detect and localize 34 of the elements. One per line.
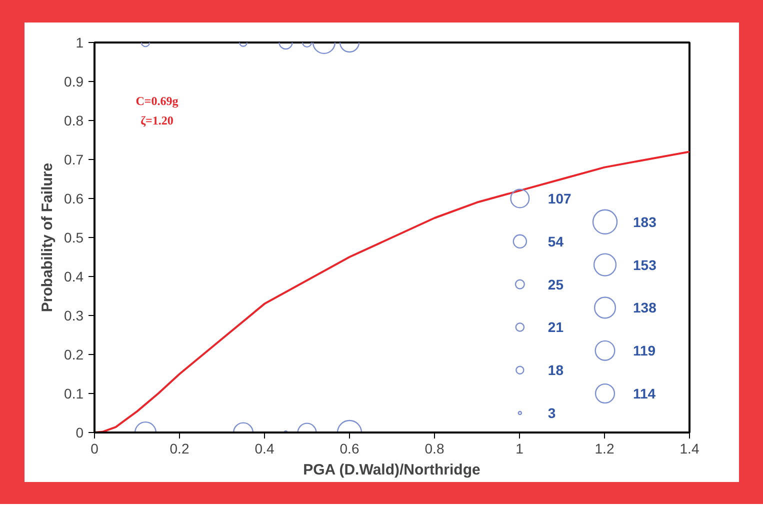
y-tick-label: 1 xyxy=(76,34,84,50)
y-tick-label: 0.3 xyxy=(64,308,84,324)
legend-label: 107 xyxy=(548,190,572,206)
legend-label: 18 xyxy=(548,362,564,378)
annotation: C=0.69g xyxy=(136,94,178,108)
y-tick-label: 0 xyxy=(76,424,84,440)
x-tick-label: 1.2 xyxy=(594,440,614,456)
y-axis-title: Probability of Failure xyxy=(39,162,56,312)
y-tick-label: 0.6 xyxy=(64,190,84,206)
legend-label: 21 xyxy=(548,319,564,336)
x-tick-label: 1.4 xyxy=(680,440,700,456)
legend-label: 114 xyxy=(633,386,656,402)
legend-label: 3 xyxy=(548,405,556,421)
y-tick-label: 0.2 xyxy=(64,346,84,362)
y-tick-label: 0.1 xyxy=(64,386,84,402)
x-tick-label: 1 xyxy=(516,440,524,456)
legend-label: 119 xyxy=(633,342,656,359)
x-tick-label: 0.4 xyxy=(254,440,274,456)
x-axis-title: PGA (D.Wald)/Northridge xyxy=(303,462,480,478)
legend-label: 153 xyxy=(633,256,657,273)
y-tick-label: 0.7 xyxy=(64,152,84,168)
legend-label: 183 xyxy=(633,214,657,230)
x-tick-label: 0 xyxy=(90,440,99,456)
x-tick-label: 0.8 xyxy=(424,440,444,456)
legend-label: 138 xyxy=(633,300,657,316)
y-tick-label: 0.4 xyxy=(64,268,84,284)
x-tick-label: 0.2 xyxy=(170,440,190,456)
y-tick-label: 0.9 xyxy=(64,74,84,90)
x-tick-label: 0.6 xyxy=(340,440,360,456)
y-tick-label: 0.8 xyxy=(64,112,84,128)
annotation: ζ=1.20 xyxy=(140,114,174,128)
y-tick-label: 0.5 xyxy=(64,230,84,246)
legend-label: 54 xyxy=(548,233,564,250)
legend-label: 25 xyxy=(548,276,564,292)
